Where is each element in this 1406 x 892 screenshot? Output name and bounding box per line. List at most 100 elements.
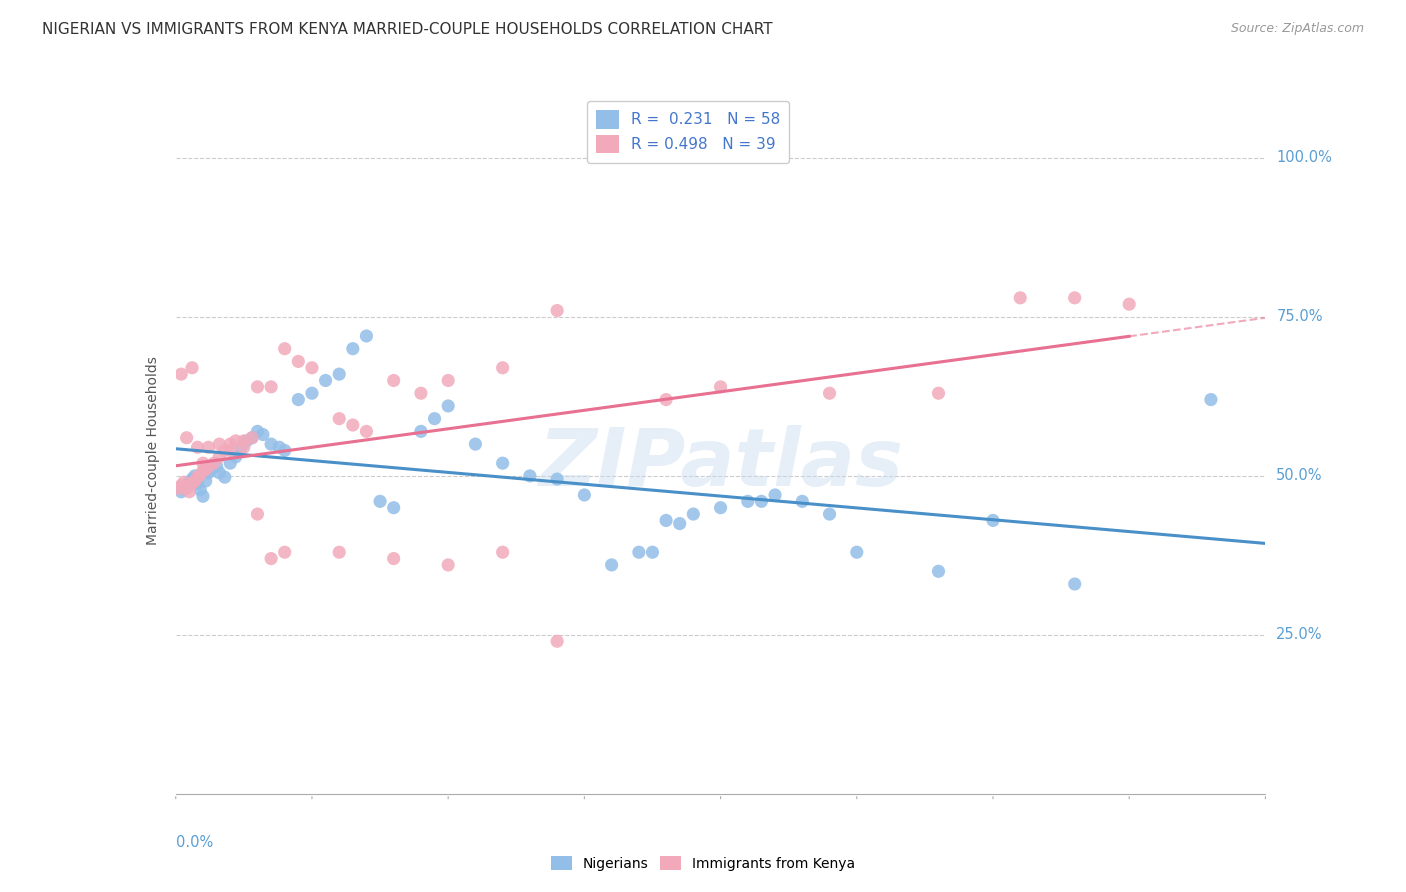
Point <box>710 380 733 394</box>
Point <box>342 342 364 356</box>
Point <box>492 456 515 470</box>
Point <box>170 478 193 492</box>
Point <box>274 443 297 458</box>
Legend: Nigerians, Immigrants from Kenya: Nigerians, Immigrants from Kenya <box>546 850 860 876</box>
Point <box>274 545 297 559</box>
Point <box>356 425 378 439</box>
Point <box>274 342 297 356</box>
Point <box>546 472 568 486</box>
Point <box>287 354 309 368</box>
Point <box>301 360 323 375</box>
Text: NIGERIAN VS IMMIGRANTS FROM KENYA MARRIED-COUPLE HOUSEHOLDS CORRELATION CHART: NIGERIAN VS IMMIGRANTS FROM KENYA MARRIE… <box>42 22 773 37</box>
Point <box>197 459 219 474</box>
Point <box>600 558 623 572</box>
Point <box>845 545 868 559</box>
Point <box>356 329 378 343</box>
Point <box>197 466 219 480</box>
Point <box>205 459 228 474</box>
Point <box>246 380 269 394</box>
Point <box>170 484 193 499</box>
Point <box>214 443 236 458</box>
Point <box>186 440 209 454</box>
Point <box>1199 392 1222 407</box>
Point <box>208 466 231 480</box>
Point <box>232 440 254 454</box>
Point <box>1010 291 1032 305</box>
Point <box>260 380 283 394</box>
Point <box>1063 291 1085 305</box>
Point <box>200 462 222 476</box>
Point <box>197 440 219 454</box>
Point <box>382 551 405 566</box>
Point <box>252 427 274 442</box>
Point <box>641 545 664 559</box>
Point <box>710 500 733 515</box>
Point <box>287 392 309 407</box>
Point <box>437 558 460 572</box>
Point <box>240 431 263 445</box>
Point <box>464 437 486 451</box>
Point <box>682 507 704 521</box>
Point <box>818 507 841 521</box>
Point <box>437 374 460 388</box>
Point <box>188 467 211 482</box>
Point <box>492 360 515 375</box>
Point <box>328 411 350 425</box>
Point <box>328 367 350 381</box>
Point <box>181 476 204 491</box>
Point <box>240 431 263 445</box>
Text: 50.0%: 50.0% <box>1277 468 1323 483</box>
Point <box>188 483 211 497</box>
Point <box>194 474 217 488</box>
Point <box>194 462 217 476</box>
Legend: R =  0.231   N = 58, R = 0.498   N = 39: R = 0.231 N = 58, R = 0.498 N = 39 <box>586 101 789 162</box>
Point <box>368 494 391 508</box>
Point <box>184 474 207 488</box>
Point <box>342 417 364 432</box>
Point <box>546 634 568 648</box>
Point <box>655 513 678 527</box>
Point <box>176 431 198 445</box>
Point <box>246 425 269 439</box>
Point <box>232 434 254 448</box>
Point <box>208 437 231 451</box>
Point <box>382 500 405 515</box>
Point <box>176 482 198 496</box>
Point <box>818 386 841 401</box>
Point <box>627 545 650 559</box>
Point <box>225 450 247 464</box>
Text: 75.0%: 75.0% <box>1277 310 1323 325</box>
Point <box>751 494 773 508</box>
Point <box>409 386 432 401</box>
Point <box>315 374 337 388</box>
Point <box>186 470 209 484</box>
Point <box>792 494 814 508</box>
Point <box>928 386 950 401</box>
Point <box>219 456 242 470</box>
Point <box>1118 297 1140 311</box>
Point <box>170 367 193 381</box>
Point <box>260 551 283 566</box>
Point <box>191 489 214 503</box>
Point <box>225 434 247 448</box>
Point <box>382 374 405 388</box>
Point <box>173 482 195 496</box>
Point <box>186 476 209 491</box>
Point <box>191 464 214 478</box>
Point <box>737 494 759 508</box>
Point <box>519 469 541 483</box>
Text: 25.0%: 25.0% <box>1277 627 1323 642</box>
Point <box>176 478 198 492</box>
Point <box>231 440 253 454</box>
Point <box>235 434 257 448</box>
Point <box>668 516 690 531</box>
Y-axis label: Married-couple Households: Married-couple Households <box>146 356 160 545</box>
Point <box>219 443 242 458</box>
Point <box>928 564 950 578</box>
Text: Source: ZipAtlas.com: Source: ZipAtlas.com <box>1230 22 1364 36</box>
Point <box>179 484 201 499</box>
Point <box>214 470 236 484</box>
Point <box>492 545 515 559</box>
Point <box>437 399 460 413</box>
Point <box>423 411 446 425</box>
